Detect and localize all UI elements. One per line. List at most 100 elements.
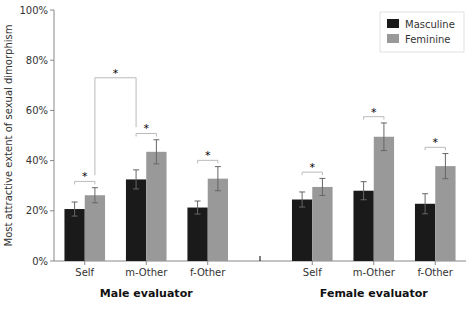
annotation: * (113, 67, 119, 80)
error-line (94, 188, 95, 203)
annotation: * (310, 161, 316, 174)
error-bar (215, 167, 221, 191)
y-tick-label: 80% (26, 55, 48, 66)
y-tick (50, 110, 54, 111)
y-tick-label: 20% (26, 205, 48, 216)
x-tick (146, 261, 147, 265)
error-bar (319, 178, 325, 195)
error-cap (195, 201, 201, 202)
error-cap (381, 122, 387, 123)
error-line (445, 154, 446, 179)
annotation: * (371, 106, 377, 119)
error-cap (361, 199, 367, 200)
error-bar (133, 170, 139, 189)
error-line (156, 140, 157, 164)
error-cap (72, 216, 78, 217)
error-cap (215, 166, 221, 167)
x-tick (84, 261, 85, 265)
legend-label: Feminine (405, 34, 450, 45)
x-tick (312, 261, 313, 265)
significance-bracket (95, 78, 136, 175)
bar (85, 195, 105, 261)
x-tick-label: f-Other (418, 267, 454, 278)
bar (187, 208, 207, 261)
bar (292, 200, 312, 261)
bar (208, 179, 228, 261)
error-cap (299, 191, 305, 192)
x-tick (435, 261, 436, 265)
error-bar (72, 202, 78, 216)
error-cap (72, 202, 78, 203)
section-divider (260, 256, 261, 261)
annotation: * (205, 149, 211, 162)
x-tick-label: f-Other (190, 267, 226, 278)
annotation: * (82, 170, 88, 183)
bar (353, 191, 373, 261)
group-label: Female evaluator (320, 287, 428, 300)
annotation: * (143, 122, 149, 135)
annotation: * (433, 136, 439, 149)
error-bar (299, 192, 305, 207)
y-tick (50, 60, 54, 61)
chart: 0% 20% 40% 60% 80% 100% Most attractive extent… (0, 0, 474, 311)
x-tick-label: Self (303, 267, 322, 278)
error-cap (92, 187, 98, 188)
error-line (363, 182, 364, 200)
error-cap (422, 213, 428, 214)
error-line (136, 170, 137, 189)
x-tick (373, 261, 374, 265)
error-cap (319, 178, 325, 179)
error-cap (133, 188, 139, 189)
y-tick (50, 10, 54, 11)
bracket-line (95, 78, 136, 175)
error-bar (92, 188, 98, 203)
legend-swatch (387, 34, 399, 43)
error-line (383, 123, 384, 151)
error-bar (153, 140, 159, 164)
legend-label: Masculine (405, 19, 455, 30)
x-tick (207, 261, 208, 265)
bar (126, 179, 146, 261)
error-line (322, 178, 323, 195)
y-tick-label: 60% (26, 105, 48, 116)
x-tick-label: Self (75, 267, 94, 278)
y-tick-label: 0% (32, 256, 48, 267)
error-line (217, 167, 218, 191)
error-cap (361, 181, 367, 182)
error-cap (299, 207, 305, 208)
error-cap (442, 153, 448, 154)
group-label: Male evaluator (100, 287, 193, 300)
bars (64, 123, 455, 261)
y-tick-label: 100% (19, 5, 48, 16)
x-tick-label: m-Other (125, 267, 168, 278)
error-cap (195, 214, 201, 215)
bar (146, 152, 166, 261)
y-axis-label: Most attractive extent of sexual dimorph… (3, 25, 14, 247)
y-tick (50, 261, 54, 262)
error-cap (215, 190, 221, 191)
error-cap (442, 178, 448, 179)
legend-frame (380, 12, 464, 52)
error-bar (442, 154, 448, 179)
y-tick (50, 210, 54, 211)
error-line (425, 194, 426, 214)
bar (64, 209, 84, 261)
error-line (302, 192, 303, 207)
legend-swatch (387, 19, 399, 28)
error-line (197, 201, 198, 214)
error-cap (92, 202, 98, 203)
error-cap (133, 169, 139, 170)
error-cap (153, 163, 159, 164)
bar (312, 187, 332, 261)
x-tick-label: m-Other (353, 267, 396, 278)
y-tick-label: 40% (26, 155, 48, 166)
error-bar (381, 123, 387, 151)
error-cap (319, 195, 325, 196)
error-bar (361, 182, 367, 200)
bar (374, 137, 394, 261)
y-tick (50, 160, 54, 161)
legend: Masculine Feminine (380, 12, 464, 52)
y-axis-line (54, 10, 55, 261)
error-cap (422, 193, 428, 194)
error-cap (381, 150, 387, 151)
